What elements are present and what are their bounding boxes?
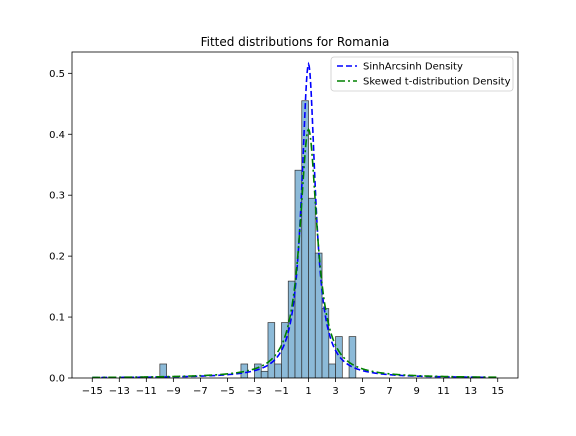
x-axis: −15 −13 −11 −9 −7 −5 −3 −1 1 3 5 7 9 11 13 15 xyxy=(82,378,504,397)
histogram-bar xyxy=(159,363,167,378)
x-tick-label: −13 xyxy=(109,386,130,397)
legend: SinhArcsinh Density Skewed t-distribution… xyxy=(330,56,514,92)
y-tick-label: 0.1 xyxy=(49,313,65,324)
x-tick-label: −9 xyxy=(166,386,181,397)
histogram-bar xyxy=(274,363,282,378)
histogram-bar xyxy=(348,336,357,378)
legend-label: SinhArcsinh Density xyxy=(363,62,463,73)
density-line-skewed-t xyxy=(92,127,498,378)
x-tick-label: −3 xyxy=(247,386,262,397)
x-tick-label: 15 xyxy=(491,386,504,397)
y-tick-label: 0.4 xyxy=(49,130,65,141)
histogram-bar xyxy=(335,336,343,378)
y-tick-label: 0.2 xyxy=(49,252,65,263)
x-tick-label: 11 xyxy=(437,386,450,397)
histogram-bar xyxy=(308,197,316,378)
histogram-bar xyxy=(301,100,309,378)
x-tick-label: −15 xyxy=(82,386,103,397)
chart-title: Fitted distributions for Romania xyxy=(201,35,390,49)
plot-area xyxy=(92,61,498,378)
x-tick-label: −1 xyxy=(274,386,289,397)
x-tick-label: 9 xyxy=(413,386,419,397)
x-tick-label: 13 xyxy=(464,386,477,397)
x-tick-label: 1 xyxy=(305,386,311,397)
y-tick-label: 0.5 xyxy=(49,69,65,80)
x-tick-label: −5 xyxy=(220,386,235,397)
histogram-bar xyxy=(328,363,336,378)
legend-label: Skewed t-distribution Density xyxy=(363,77,511,88)
legend-box xyxy=(330,56,514,92)
x-tick-label: 5 xyxy=(359,386,365,397)
plot-clip-group xyxy=(92,61,498,378)
x-tick-label: −7 xyxy=(193,386,208,397)
y-tick-label: 0.0 xyxy=(49,374,65,385)
y-axis: 0.0 0.1 0.2 0.3 0.4 0.5 xyxy=(49,69,72,385)
histogram-bar xyxy=(260,370,269,378)
histogram-bar xyxy=(240,363,249,378)
x-tick-label: 3 xyxy=(332,386,338,397)
histogram-bar xyxy=(267,322,276,378)
x-tick-label: −11 xyxy=(136,386,157,397)
x-tick-label: 7 xyxy=(386,386,392,397)
y-tick-label: 0.3 xyxy=(49,191,65,202)
axes-frame xyxy=(71,51,519,379)
